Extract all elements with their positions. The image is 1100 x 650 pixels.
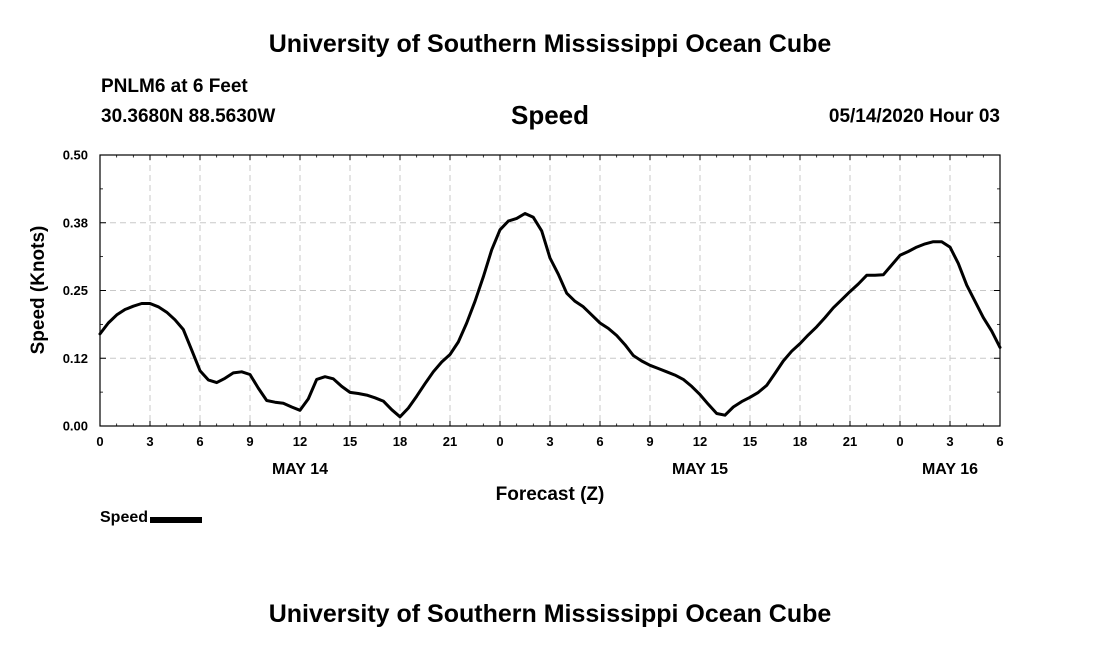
x-tick-label: 12 [693,434,707,449]
x-tick-label: 12 [293,434,307,449]
x-tick-label: 21 [443,434,457,449]
x-tick-label: 3 [946,434,953,449]
grid [100,155,1000,426]
x-tick-label: 6 [996,434,1003,449]
speed-series-line [98,212,1002,419]
day-label: MAY 14 [272,461,328,478]
y-tick-label: 0.25 [63,283,88,298]
day-label: MAY 15 [672,461,728,478]
x-tick-label: 0 [96,434,103,449]
y-tick-label: 0.12 [63,351,88,366]
coordinates-label: 30.3680N 88.5630W [101,106,276,127]
x-tick-label: 0 [496,434,503,449]
x-tick-label: 9 [646,434,653,449]
footer-title: University of Southern Mississippi Ocean… [268,600,832,628]
plot-title: Speed [510,100,590,130]
x-tick-label: 9 [246,434,253,449]
x-axis-title: Forecast (Z) [496,484,605,505]
plot-frame [99,154,1001,427]
x-tick-label: 18 [793,434,807,449]
x-tick-label: 0 [896,434,903,449]
page-title: University of Southern Mississippi Ocean… [268,30,832,58]
x-tick-label: 3 [546,434,553,449]
y-tick-label: 0.38 [63,215,88,230]
y-tick-label: 0.50 [63,148,88,163]
axis-ticks: 0 3 6 9 12 15 18 21 0 3 6 9 12 15 18 21 0 3 6 0.00 0.12 0.25 0… [63,148,1004,479]
x-tick-label: 6 [596,434,603,449]
y-tick-label: 0.00 [63,419,88,434]
legend-line-swatch [150,516,203,523]
x-tick-label: 3 [146,434,153,449]
datetime-label: 05/14/2020 Hour 03 [828,106,1000,127]
x-tick-label: 15 [743,434,757,449]
x-tick-label: 15 [343,434,357,449]
x-tick-label: 21 [843,434,857,449]
legend-label: Speed [100,509,149,526]
y-axis-title: Speed (Knots) [28,226,49,355]
x-tick-label: 18 [393,434,407,449]
station-label: PNLM6 at 6 Feet [101,76,248,97]
legend: Speed [100,509,203,527]
day-label: MAY 16 [922,461,978,478]
series-layer [98,212,1002,419]
x-tick-label: 6 [196,434,203,449]
axis-labels: Forecast (Z) Speed (Knots) [28,226,604,505]
